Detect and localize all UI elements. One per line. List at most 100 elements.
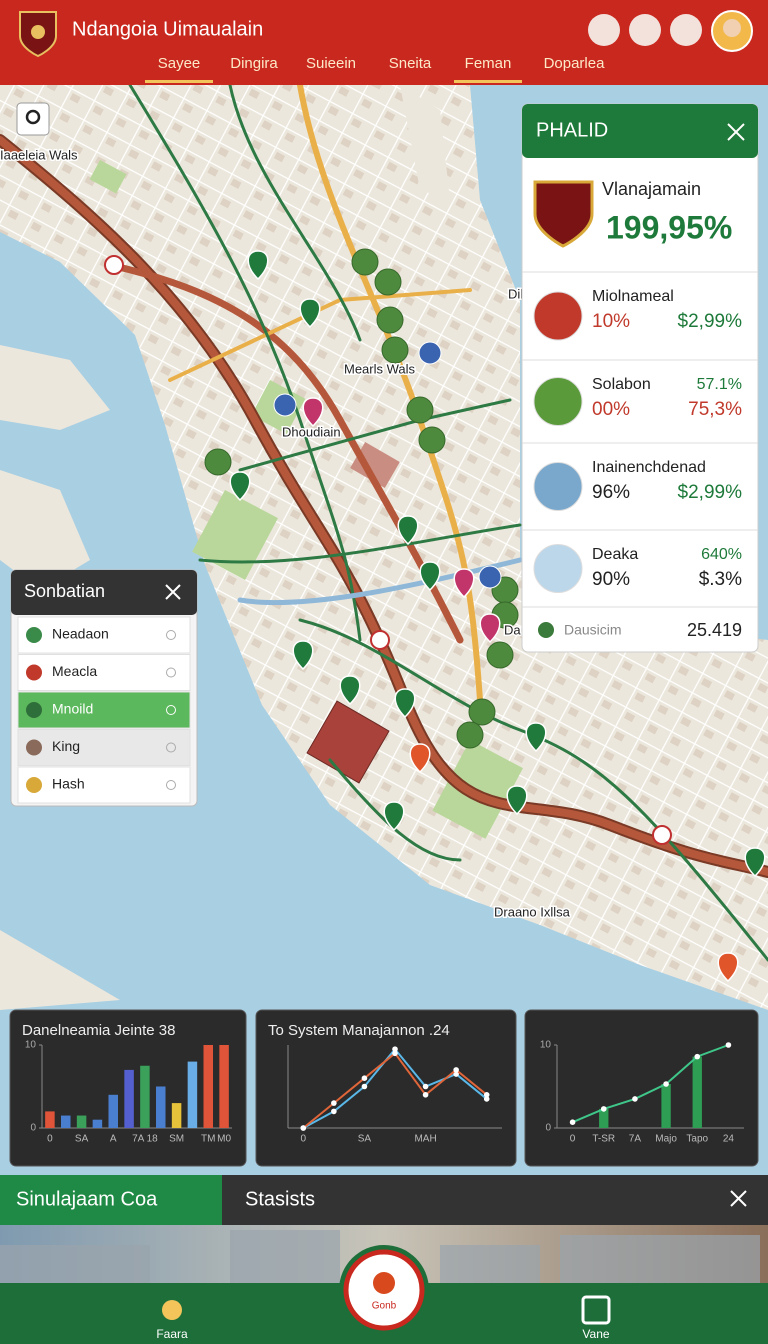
- line: [572, 1044, 729, 1124]
- close-icon[interactable]: [165, 584, 181, 600]
- map-poi[interactable]: [478, 565, 502, 589]
- bar: [61, 1115, 71, 1128]
- row-right-value: 75,3%: [688, 399, 742, 420]
- map-pin[interactable]: [506, 785, 528, 816]
- map-poi[interactable]: [273, 393, 297, 417]
- header-icon-button[interactable]: [588, 14, 620, 46]
- map-pin[interactable]: [339, 675, 361, 706]
- nav-tab[interactable]: Sayee: [158, 55, 201, 72]
- point: [483, 1092, 490, 1098]
- row-icon: [533, 462, 583, 511]
- nav-label: Vane: [582, 1327, 609, 1341]
- nav-tab[interactable]: Suieein: [306, 55, 356, 72]
- layer-item[interactable]: [17, 729, 191, 766]
- layer-item[interactable]: [17, 691, 191, 729]
- locate-icon: [25, 109, 41, 125]
- map-pin[interactable]: [717, 952, 739, 983]
- radio[interactable]: [166, 780, 176, 790]
- bar: [171, 1103, 182, 1128]
- point: [663, 1081, 669, 1087]
- nav-icon[interactable]: [581, 1295, 611, 1325]
- point: [331, 1108, 337, 1115]
- bar: [108, 1094, 118, 1128]
- bar: [92, 1119, 103, 1128]
- x-tick-label: 7A 18: [132, 1134, 158, 1145]
- map-pin[interactable]: [292, 640, 314, 671]
- nav-icon[interactable]: [162, 1300, 182, 1320]
- x-tick-label: 0: [301, 1134, 307, 1145]
- tab-underline: [145, 80, 213, 83]
- map-pin[interactable]: [394, 688, 416, 719]
- layer-item[interactable]: [17, 766, 191, 804]
- point: [632, 1096, 638, 1102]
- row-right-value: $2,99%: [678, 482, 743, 503]
- land: [400, 85, 450, 200]
- nav-tab[interactable]: Doparlea: [544, 55, 606, 72]
- point: [725, 1042, 732, 1048]
- x-tick-label: 24: [723, 1134, 735, 1145]
- bar: [45, 1111, 55, 1128]
- radio[interactable]: [166, 705, 176, 715]
- x-tick-label: A: [110, 1134, 117, 1145]
- close-icon[interactable]: [730, 1190, 747, 1207]
- land: [0, 930, 120, 1010]
- map-pin[interactable]: [409, 743, 431, 774]
- nav-label: Gonb: [372, 1301, 397, 1312]
- point: [300, 1125, 307, 1131]
- row-right-value: $2,99%: [678, 311, 743, 332]
- nav-tab[interactable]: Sneita: [389, 55, 432, 72]
- map-pin[interactable]: [453, 568, 475, 599]
- map-pin[interactable]: [419, 561, 441, 592]
- photo-building: [230, 1230, 340, 1287]
- layer-icon: [26, 777, 42, 793]
- road-sign: [370, 630, 390, 650]
- land: [0, 470, 90, 590]
- bar: [692, 1056, 702, 1128]
- map-poi[interactable]: [418, 341, 442, 365]
- layer-item[interactable]: [17, 616, 191, 654]
- map-pin[interactable]: [525, 722, 547, 753]
- park: [192, 489, 278, 580]
- x-tick-label: MAH: [414, 1134, 436, 1145]
- footer-icon: [538, 622, 554, 638]
- map-pin[interactable]: [383, 801, 405, 832]
- close-icon[interactable]: [727, 123, 745, 141]
- map-pin[interactable]: [302, 397, 324, 428]
- x-tick-label: TM: [201, 1134, 215, 1145]
- x-tick-label: SA: [358, 1134, 372, 1145]
- info-value: 199,95%: [606, 209, 732, 245]
- point: [392, 1046, 398, 1052]
- map-pin[interactable]: [397, 515, 419, 546]
- map-pin[interactable]: [229, 471, 251, 502]
- radio[interactable]: [166, 742, 176, 753]
- locate-button[interactable]: [16, 102, 50, 136]
- road: [198, 523, 522, 564]
- tree: [351, 248, 379, 276]
- shield: [533, 180, 594, 248]
- row-left-value: 00%: [592, 399, 630, 420]
- radio[interactable]: [166, 667, 176, 678]
- bar: [76, 1115, 87, 1128]
- map-pin[interactable]: [744, 847, 766, 878]
- map-pin[interactable]: [299, 298, 321, 329]
- row-left-value: 10%: [592, 311, 630, 332]
- bottom-tab[interactable]: [0, 1175, 222, 1225]
- header-icon-button[interactable]: [670, 14, 702, 46]
- row-top-value: 640%: [701, 546, 742, 563]
- map-pin[interactable]: [479, 613, 501, 644]
- app-title: Ndangoia Uimaualain: [72, 18, 263, 40]
- layer-item[interactable]: [17, 654, 191, 691]
- row-icon: [533, 544, 583, 593]
- layer-panel-title: Sonbatian: [24, 581, 105, 601]
- bottom-tab[interactable]: [222, 1175, 768, 1225]
- radio[interactable]: [166, 630, 176, 640]
- map-pin[interactable]: [247, 250, 269, 281]
- layer-item-label: Meacla: [52, 663, 97, 679]
- header-icon-button[interactable]: [629, 14, 661, 46]
- nav-tab[interactable]: Feman: [465, 55, 512, 72]
- road: [228, 83, 362, 342]
- nav-tab[interactable]: Dingira: [230, 55, 278, 72]
- photo-building: [560, 1235, 760, 1287]
- bar: [140, 1065, 150, 1128]
- row-name: Inainenchdenad: [592, 459, 706, 476]
